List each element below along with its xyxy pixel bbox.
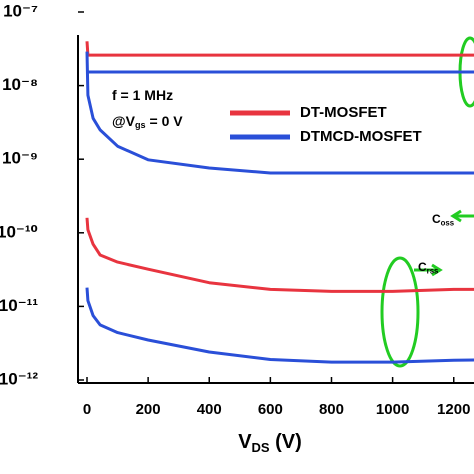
y-tick-label: 10⁻⁸ bbox=[2, 75, 38, 94]
callouts bbox=[380, 36, 474, 368]
annotation: f = 1 MHz bbox=[112, 87, 173, 103]
y-tick-label: 10⁻⁷ bbox=[3, 1, 38, 20]
x-axis-label-part: DS bbox=[252, 440, 270, 455]
annotation-part: oss bbox=[441, 219, 455, 228]
annotation-part: @V bbox=[112, 113, 136, 129]
y-tick-label: 10⁻⁹ bbox=[2, 149, 38, 168]
legend-label: DTMCD-MOSFET bbox=[300, 128, 422, 145]
coss-arrow-head bbox=[450, 209, 462, 223]
series-line bbox=[85, 51, 474, 175]
x-axis-label-part: (V) bbox=[270, 431, 302, 453]
y-tick-label: 10⁻¹⁰ bbox=[0, 222, 38, 241]
series-line bbox=[85, 41, 474, 57]
annotation-part: = 0 V bbox=[146, 113, 184, 129]
annotation-part: rss bbox=[427, 267, 439, 276]
annotation: @Vgs = 0 V bbox=[112, 113, 183, 131]
annotation: Coss bbox=[432, 212, 455, 227]
x-axis-label: VDS (V) bbox=[238, 431, 302, 455]
y-tick-label: 10⁻¹² bbox=[0, 369, 38, 388]
x-tick-label: 600 bbox=[258, 401, 283, 418]
annotation-part: C bbox=[418, 260, 427, 274]
legend-label: DT-MOSFET bbox=[300, 104, 387, 121]
series-line bbox=[85, 287, 474, 364]
annotation-part: gs bbox=[135, 121, 146, 131]
crss-ellipse bbox=[380, 256, 420, 368]
annotation-part: C bbox=[432, 212, 441, 226]
crss-arrow-head bbox=[431, 263, 443, 277]
x-tick-label: 0 bbox=[83, 401, 91, 418]
annotation-part: f = 1 MHz bbox=[112, 87, 173, 103]
x-axis-label-part: V bbox=[238, 431, 252, 453]
annotation: Crss bbox=[418, 260, 439, 275]
x-tick-label: 200 bbox=[136, 401, 161, 418]
x-tick-label: 1200 bbox=[437, 401, 470, 418]
y-tick-label: 10⁻¹¹ bbox=[0, 296, 38, 315]
x-tick-label: 800 bbox=[319, 401, 344, 418]
series-line bbox=[85, 217, 474, 293]
x-tick-label: 1000 bbox=[376, 401, 409, 418]
x-tick-label: 400 bbox=[197, 401, 222, 418]
